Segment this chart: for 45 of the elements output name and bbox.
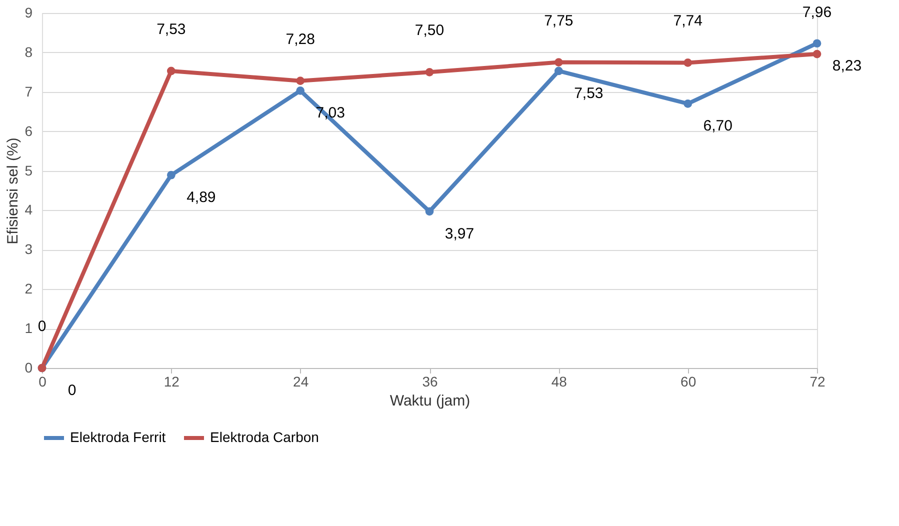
data-label: 7,75 [544, 12, 574, 30]
data-label: 8,23 [832, 57, 862, 74]
data-label: 6,70 [703, 118, 732, 135]
legend-label: Elektroda Ferrit [70, 429, 166, 445]
y-tick-label: 4 [24, 202, 33, 218]
x-tick-label: 12 [164, 374, 180, 390]
data-label: 7,28 [286, 30, 315, 48]
y-tick-label: 9 [24, 4, 33, 20]
y-tick-label: 8 [24, 44, 33, 60]
point [296, 86, 305, 95]
data-label: 0 [38, 318, 46, 335]
data-label: 7,53 [574, 84, 604, 102]
x-tick-label: 24 [293, 374, 309, 390]
point [425, 68, 434, 76]
data-label: 7,96 [802, 4, 832, 22]
y-tick-label: 6 [24, 122, 33, 139]
x-tick-label: 48 [551, 374, 568, 390]
x-tick-label: 72 [810, 374, 826, 390]
y-tick-label: 0 [24, 360, 33, 376]
y-tick-label: 7 [24, 83, 33, 100]
data-label: 3,97 [444, 225, 474, 242]
data-label: 7,50 [414, 22, 444, 40]
data-label: 4,89 [186, 189, 216, 206]
x-tick-label: 36 [422, 374, 438, 390]
point [812, 50, 822, 58]
data-label: 7,53 [156, 20, 186, 38]
x-tick-label: 0 [38, 374, 47, 390]
point [166, 170, 176, 180]
y-axis-title: Efisiensi sel (%) [4, 138, 22, 244]
y-tick-label: 2 [24, 280, 33, 297]
point [684, 58, 692, 67]
point [166, 66, 176, 76]
point [684, 100, 692, 108]
y-tick-label: 1 [24, 320, 33, 336]
x-axis-title: Waktu (jam) [390, 392, 470, 410]
y-tick-label: 3 [24, 241, 33, 258]
point [812, 39, 822, 48]
point [554, 66, 563, 76]
point [425, 207, 434, 216]
point [554, 58, 563, 66]
point [296, 76, 305, 86]
y-tick-label: 5 [24, 162, 33, 178]
legend-label: Elektroda Carbon [210, 429, 319, 445]
data-label: 7,74 [673, 12, 702, 30]
x-tick-label: 60 [680, 374, 696, 390]
